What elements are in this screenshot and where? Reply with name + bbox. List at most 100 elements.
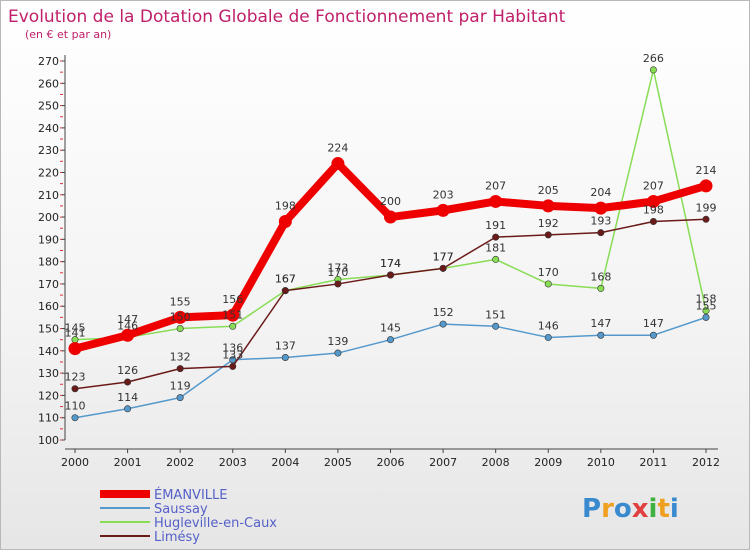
logo-letter: i	[670, 494, 679, 524]
data-label: 133	[222, 348, 243, 361]
y-tick-label: 270	[38, 55, 59, 68]
y-tick-label: 170	[38, 278, 59, 291]
y-tick-label: 100	[38, 434, 59, 447]
x-tick-label: 2002	[166, 456, 194, 469]
y-tick-label: 210	[38, 189, 59, 202]
data-label: 119	[170, 380, 191, 393]
data-label: 174	[380, 257, 401, 270]
data-label: 193	[590, 215, 611, 228]
logo-letter: r	[601, 494, 614, 524]
x-tick-label: 2006	[377, 456, 405, 469]
data-label: 224	[327, 142, 348, 155]
data-label: 207	[643, 179, 664, 192]
y-tick-label: 130	[38, 367, 59, 380]
logo-text: Proxiti	[582, 494, 679, 524]
logo-letter: t	[657, 494, 669, 524]
legend-label: Saussay	[154, 502, 208, 517]
data-point	[492, 322, 500, 330]
x-tick-label: 2005	[324, 456, 352, 469]
data-point	[702, 313, 710, 321]
data-point	[176, 325, 184, 333]
data-point	[649, 218, 657, 226]
data-point	[492, 233, 500, 241]
axes: 100 110 120 130 140 150 160 170 180 190 200 210 220 2…	[38, 55, 720, 469]
data-point	[334, 349, 342, 357]
legend-label: Hugleville-en-Caux	[154, 516, 277, 531]
y-tick-label: 200	[38, 211, 59, 224]
data-label: 192	[538, 217, 559, 230]
y-tick-label: 180	[38, 256, 59, 269]
data-label: 199	[696, 201, 717, 214]
data-point	[649, 66, 657, 74]
data-label: 158	[696, 293, 717, 306]
data-point	[124, 405, 132, 413]
data-label: 204	[590, 186, 611, 199]
data-label: 146	[117, 319, 138, 332]
data-point	[492, 255, 500, 263]
data-point	[71, 385, 79, 393]
data-label: 145	[65, 322, 86, 335]
data-label: 203	[433, 188, 454, 201]
data-label: 173	[327, 261, 348, 274]
data-point	[226, 308, 240, 322]
x-tick-label: 2007	[429, 456, 457, 469]
data-point	[334, 280, 342, 288]
data-point	[646, 194, 660, 208]
data-label: 266	[643, 52, 664, 65]
data-label: 155	[170, 295, 191, 308]
data-label: 167	[275, 273, 296, 286]
data-label: 114	[117, 391, 138, 404]
data-label: 136	[222, 342, 243, 355]
data-point	[597, 284, 605, 292]
data-point	[173, 310, 187, 324]
data-point	[597, 331, 605, 339]
data-label: 214	[696, 164, 717, 177]
data-point	[544, 231, 552, 239]
data-point	[124, 378, 132, 386]
data-label: 191	[485, 219, 506, 232]
data-point	[702, 215, 710, 223]
x-tick-label: 2004	[271, 456, 299, 469]
data-point	[489, 194, 503, 208]
data-point	[649, 331, 657, 339]
data-point	[71, 414, 79, 422]
x-tick-label: 2003	[219, 456, 247, 469]
chart-subtitle: (en € et par an)	[25, 28, 111, 41]
data-point	[384, 210, 397, 224]
data-label: 198	[275, 200, 296, 213]
data-point	[68, 342, 82, 356]
x-tick-label: 2010	[587, 456, 615, 469]
logo-letter: P	[582, 494, 601, 524]
y-tick-label: 150	[38, 323, 59, 336]
x-tick-label: 2008	[482, 456, 510, 469]
data-point	[544, 333, 552, 341]
data-point	[278, 215, 292, 229]
data-label: 207	[485, 179, 506, 192]
x-tick-label: 2001	[114, 456, 142, 469]
data-label: 168	[590, 270, 611, 283]
data-label: 151	[222, 308, 243, 321]
data-label: 198	[643, 204, 664, 217]
y-tick-label: 240	[38, 122, 59, 135]
data-label: 155	[696, 299, 717, 312]
data-label: 174	[380, 257, 401, 270]
data-label: 110	[65, 400, 86, 413]
data-label: 145	[380, 322, 401, 335]
data-label: 177	[433, 250, 454, 263]
chart-title: Evolution de la Dotation Globale de Fonc…	[8, 7, 566, 27]
data-label: 146	[538, 319, 559, 332]
data-point	[281, 354, 289, 362]
data-label: 205	[538, 184, 559, 197]
logo-letter: i	[649, 494, 658, 524]
data-label: 150	[170, 311, 191, 324]
data-point	[541, 199, 555, 213]
data-point	[176, 394, 184, 402]
data-point	[544, 280, 552, 288]
y-tick-label: 220	[38, 166, 59, 179]
x-tick-label: 2009	[534, 456, 562, 469]
data-point	[176, 365, 184, 373]
data-point	[439, 320, 447, 328]
